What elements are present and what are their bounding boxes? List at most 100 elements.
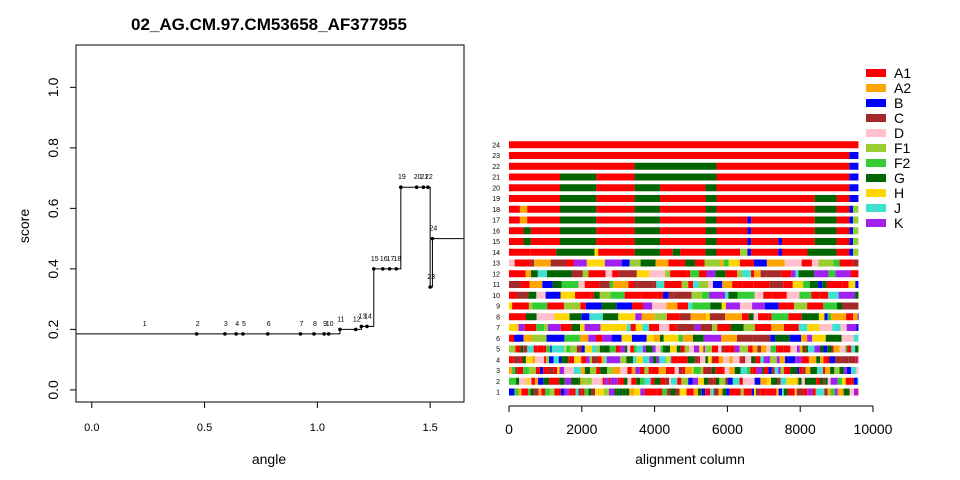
alignment-segment [777,377,781,385]
legend-label: A1 [894,65,911,81]
alignment-segment [849,238,853,245]
alignment-segment [818,259,834,267]
alignment-segment [761,345,767,353]
alignment-segment [526,377,530,385]
alignment-segment [656,388,663,396]
alignment-segment [688,281,694,288]
alignment-segment [547,302,564,310]
alignment-segment [716,238,748,245]
alignment-segment [546,345,551,353]
alignment-segment [814,345,821,353]
step-point [426,185,430,189]
legend-label: J [894,200,901,216]
alignment-segment [833,345,840,353]
alignment-segment [640,377,645,385]
alignment-segment [519,216,528,224]
alignment-segment [814,205,837,213]
alignment-segment [766,388,774,396]
alignment-segment [701,388,706,396]
row-label: 2 [496,379,500,386]
alignment-segment [527,216,560,224]
alignment-segment [750,377,755,385]
alignment-segment [788,356,796,364]
alignment-segment [521,281,530,288]
alignment-segment [665,345,671,353]
alignment-segment [582,270,589,278]
alignment-segment [852,227,859,235]
y-axis-label: score [16,209,32,243]
alignment-segment [652,356,657,364]
alignment-segment [536,291,546,299]
alignment-segment [852,205,859,213]
alignment-segment [566,259,574,267]
right-x-tick-label: 2000 [566,421,597,437]
point-label: 9 [323,321,327,328]
step-point [234,332,238,336]
left-panel: 02_AG.CM.97.CM53658_AF377955 angle score… [16,15,465,467]
point-label: 15 [371,256,379,263]
alignment-segment [846,367,851,374]
alignment-segment [677,302,689,310]
alignment-segment [584,345,592,353]
alignment-segment [823,302,837,310]
x-axis-label: angle [252,451,286,467]
alignment-segment [608,388,615,396]
alignment-segment [524,324,537,331]
alignment-segment [539,367,544,374]
alignment-segment [751,227,815,235]
alignment-segment [845,377,852,385]
step-point [365,324,369,329]
alignment-segment [543,345,547,353]
alignment-segment [852,248,859,256]
alignment-segment [660,184,706,192]
alignment-segment [705,248,717,256]
alignment-segment [665,367,670,374]
alignment-segment [810,367,818,374]
alignment-segment [704,259,721,267]
alignment-segment [732,281,743,288]
alignment-segment [628,281,634,288]
alignment-segment [764,302,779,310]
alignment-segment [509,270,526,278]
alignment-segment [752,345,758,353]
alignment-segment [509,281,522,288]
y-tick-label: 1.0 [45,77,61,97]
point-label: 5 [242,321,246,328]
alignment-segment [559,184,597,192]
row-label: 17 [492,218,500,225]
alignment-segment [705,345,713,353]
alignment-segment [751,248,779,256]
alignment-segment [600,324,610,331]
alignment-segment [624,377,628,385]
alignment-segment [514,388,519,396]
alignment-segment [723,259,729,267]
alignment-segment [849,388,854,396]
alignment-segment [820,356,824,364]
step-point [421,185,426,189]
alignment-segment [609,345,616,353]
alignment-segment [593,291,600,299]
alignment-segment [596,184,635,192]
alignment-segment [689,345,694,353]
alignment-segment [559,238,597,245]
alignment-segment [754,377,761,385]
alignment-segment [766,377,772,385]
alignment-segment [670,345,677,353]
alignment-segment [554,377,560,385]
alignment-segment [783,345,791,353]
alignment-segment [649,388,657,396]
alignment-segment [825,356,830,364]
alignment-segment [775,345,778,353]
alignment-segment [853,313,858,321]
alignment-segment [774,367,779,374]
alignment-segment [727,377,733,385]
alignment-segment [606,377,609,385]
alignment-segment [766,270,782,278]
alignment-segment [644,388,650,396]
alignment-segment [778,388,783,396]
alignment-segment [814,195,837,202]
alignment-segment [514,259,531,267]
alignment-segment [614,388,617,396]
alignment-segment [709,313,726,321]
alignment-segment [663,334,679,342]
